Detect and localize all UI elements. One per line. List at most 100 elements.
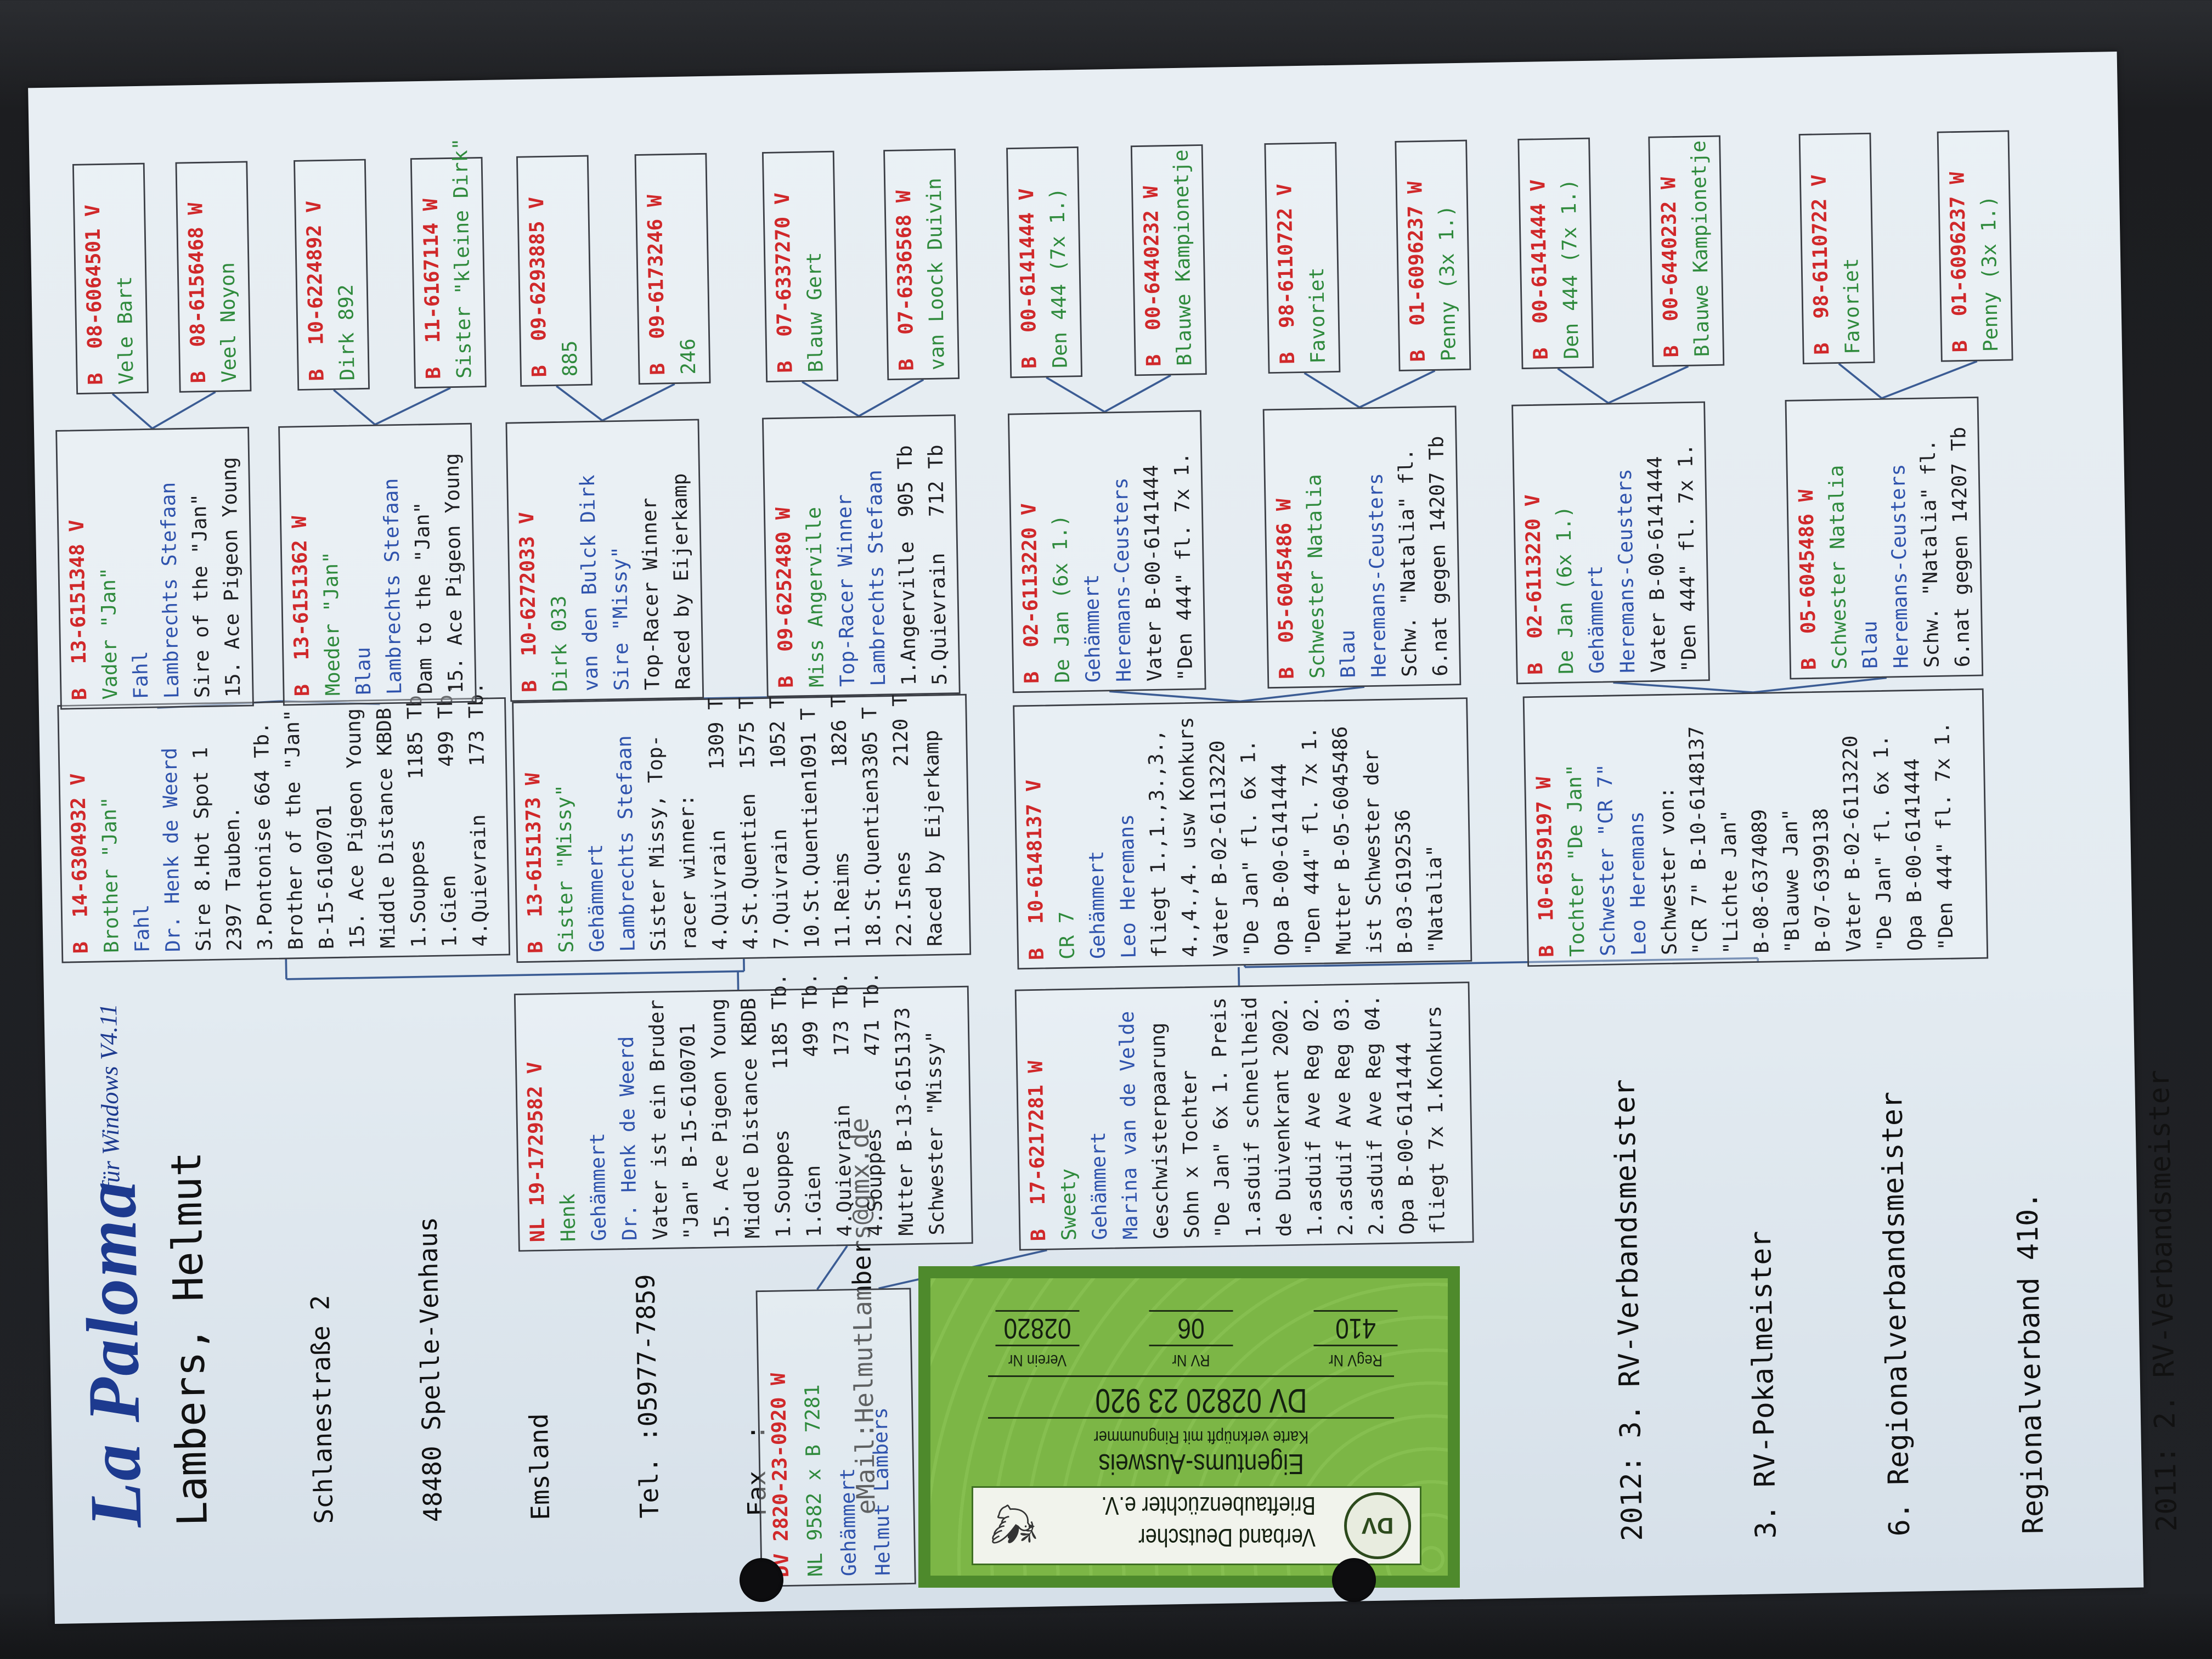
ring-number: B 11-6167114 W xyxy=(420,198,447,380)
pedigree-box-gen5: B 08-6156468 W Veel Noyon xyxy=(175,161,252,393)
ring-number: B 01-6096237 W xyxy=(1404,181,1431,362)
ring-number: B 10-6224892 V xyxy=(303,200,330,381)
punch-hole xyxy=(1332,1558,1376,1602)
pigeon-name: Sister "Missy" xyxy=(553,784,579,953)
pigeon-info: "De Jan" fl. 6x 1. xyxy=(1870,735,1898,952)
pigeon-name: Henk xyxy=(557,1193,582,1242)
pedigree-box-gen5: B 01-6096237 W Penny (3x 1.) xyxy=(1937,130,2013,362)
achievements: 2012: 3. RV-Verbandsmeister 3. RV-Pokalm… xyxy=(1514,1068,2212,1543)
field-value: 06 xyxy=(1149,1310,1233,1346)
pigeon-info: "Lichte Jan" xyxy=(1718,809,1744,955)
pigeon-info: Schw. "Natalia" fl. xyxy=(1917,439,1945,668)
pigeon-info: Sire "Missy" xyxy=(609,546,635,691)
field-label: RegV Nr xyxy=(1329,1351,1383,1369)
achievement: 2012: 3. RV-Verbandsmeister xyxy=(1609,1079,1650,1542)
connector-line xyxy=(556,385,603,422)
pigeon-info: Gehämmert xyxy=(1086,850,1111,960)
pigeon-name: Dirk 892 xyxy=(335,284,360,381)
pigeon-name: Brother "Jan" xyxy=(99,796,125,953)
pigeon-info: 3.Pontonise 664 Tb. xyxy=(251,721,279,951)
pigeon-info: Gehämmert xyxy=(837,1468,862,1577)
ring-number: B 10-6272033 V xyxy=(516,511,543,693)
pedigree-box-gen5: B 11-6167114 W Sister "kleine Dirk" xyxy=(410,138,487,389)
connector-line xyxy=(333,389,376,426)
pigeon-info: 2.asduif Ave Reg 03. xyxy=(1331,995,1359,1236)
pigeon-info: Raced by Eijerkamp xyxy=(669,473,696,690)
pedigree-box-gen4: B 05-6045486 W Schwester Natalia Blau Herem… xyxy=(1262,405,1462,689)
pigeon-name: Veel Noyon xyxy=(217,262,242,383)
pigeon-info: racer winner: xyxy=(676,794,702,951)
achievement: 6. Regionalverbandsmeister xyxy=(1877,1091,1917,1537)
pigeon-info: Vater B-00-6141444 xyxy=(1644,456,1672,673)
pedigree-box-gen5: B 01-6096237 W Penny (3x 1.) xyxy=(1395,139,1471,371)
pigeon-info: Sohn x Tochter xyxy=(1179,1070,1205,1239)
pigeon-info: 7.Quivrain 1052 T xyxy=(766,696,794,950)
ring-number: B 10-6359197 W xyxy=(1533,776,1560,958)
pigeon-info: B-15-6100701 xyxy=(314,805,340,950)
connector-line xyxy=(739,695,864,699)
ring-number: B 02-6113220 V xyxy=(1018,503,1045,684)
pigeon-info: Leo Heremans xyxy=(1626,811,1652,956)
ring-number: B 10-6148137 V xyxy=(1023,779,1050,961)
pigeon-info: Lambrechts Stefaan xyxy=(614,735,641,952)
ring-number: B 17-6217281 W xyxy=(1025,1060,1052,1242)
pigeon-info: 1.Souppes 1185 Tb. xyxy=(769,973,797,1238)
pigeon-info: "De Jan" fl. 6x 1. xyxy=(1238,740,1265,957)
connector-line xyxy=(157,700,282,709)
card-header: DV Verband Deutscher Brieftaubenzüchter … xyxy=(972,1486,1421,1565)
connector-line xyxy=(1557,368,1609,404)
pigeon-info: Dr. Henk de Weerd xyxy=(159,747,187,952)
field-value: 02820 xyxy=(995,1310,1080,1346)
pigeon-info: 15. Ace Pigeon Young xyxy=(441,453,469,694)
pigeon-name: Blauwe Kampionetje xyxy=(1688,140,1716,357)
pigeon-info: Heremans-Ceusters xyxy=(1110,477,1137,682)
pigeon-info: Schwester "Missy" xyxy=(923,1030,950,1235)
pigeon-info: Vater B-00-6141444 xyxy=(1141,465,1168,682)
pigeon-info: de Duivenkrant 2002. xyxy=(1269,996,1297,1237)
connector-line xyxy=(151,391,216,430)
org-line-1: Verband Deutscher xyxy=(1138,1523,1316,1552)
pigeon-info: Fahl xyxy=(131,904,156,953)
pigeon-info: Heremans-Ceusters xyxy=(1365,472,1392,678)
pigeon-name: Vele Bart xyxy=(114,275,139,385)
card-title: Eigentums-Ausweis xyxy=(1098,1448,1304,1480)
connector-line xyxy=(858,379,924,417)
card-subtitle: Karte verknüpft mit Ringnummer xyxy=(1093,1427,1309,1447)
pigeon-info: 10.St.Quentien1091 T xyxy=(798,708,825,949)
pigeon-info: Geschwisterpaarung xyxy=(1147,1022,1175,1239)
pigeon-info: Fahl xyxy=(130,651,154,699)
pigeon-info: Gehämmert xyxy=(587,1132,612,1242)
ring-number: B 07-6336568 W xyxy=(893,190,919,371)
field-label: Verein Nr xyxy=(1008,1351,1067,1369)
pigeon-info: Middle Distance KBDB xyxy=(738,997,766,1239)
pigeon-name: Penny (3x 1.) xyxy=(1978,195,2004,352)
connector-line xyxy=(602,383,675,422)
connector-line xyxy=(111,393,153,430)
pigeon-info: Blau xyxy=(1859,620,1883,669)
pigeon-info: Brother of the "Jan" xyxy=(281,709,309,950)
pedigree-box-gen4: B 02-6113220 V De Jan (6x 1.) Gehämmert Her… xyxy=(1511,401,1710,685)
pigeon-info: "Den 444" fl. 7x 1. xyxy=(1299,726,1327,956)
pigeon-name: Miss Angerville xyxy=(803,506,830,688)
pigeon-info: Lambrechts Stefaan xyxy=(157,482,185,699)
pigeon-info: 15. Ace Pigeon Young xyxy=(343,708,371,949)
pigeon-info: Middle Distance KBDB xyxy=(374,707,401,949)
achievement: Regionalverband 410. xyxy=(2012,1192,2051,1534)
pigeon-info: Gehämmert xyxy=(1081,574,1107,683)
pigeon-name: Den 444 (7x 1.) xyxy=(1558,178,1585,359)
pedigree-box-gen5: B 08-6064501 V Vele Bart xyxy=(72,162,149,394)
connector-line xyxy=(1240,686,1365,703)
pigeon-name: Blauw Gert xyxy=(803,252,829,373)
connector-line xyxy=(281,700,380,706)
pigeon-info: 4.Quievrain 173 Tb. xyxy=(465,682,493,947)
achievement: 2011: 2. RV-Verbandsmeister xyxy=(2143,1069,2185,1532)
field-label: RV Nr xyxy=(1172,1351,1210,1369)
pedigree-box-gen4: B 09-6252480 W Miss Angerville Top-Racer W… xyxy=(762,414,961,698)
ring-number: B 00-6141444 V xyxy=(1016,188,1042,369)
pedigree-box-gen4: B 13-6151362 W Moeder "Jan" Blau Lambrechts… xyxy=(278,422,477,706)
ring-number: B 05-6045486 W xyxy=(1273,498,1300,680)
connector-line xyxy=(1304,372,1361,409)
connector-line xyxy=(816,1245,848,1290)
address-city: 48480 Spelle-Venhaus xyxy=(413,1216,448,1522)
pigeon-info: fliegt 1.,1.,3.,3., xyxy=(1145,729,1173,958)
